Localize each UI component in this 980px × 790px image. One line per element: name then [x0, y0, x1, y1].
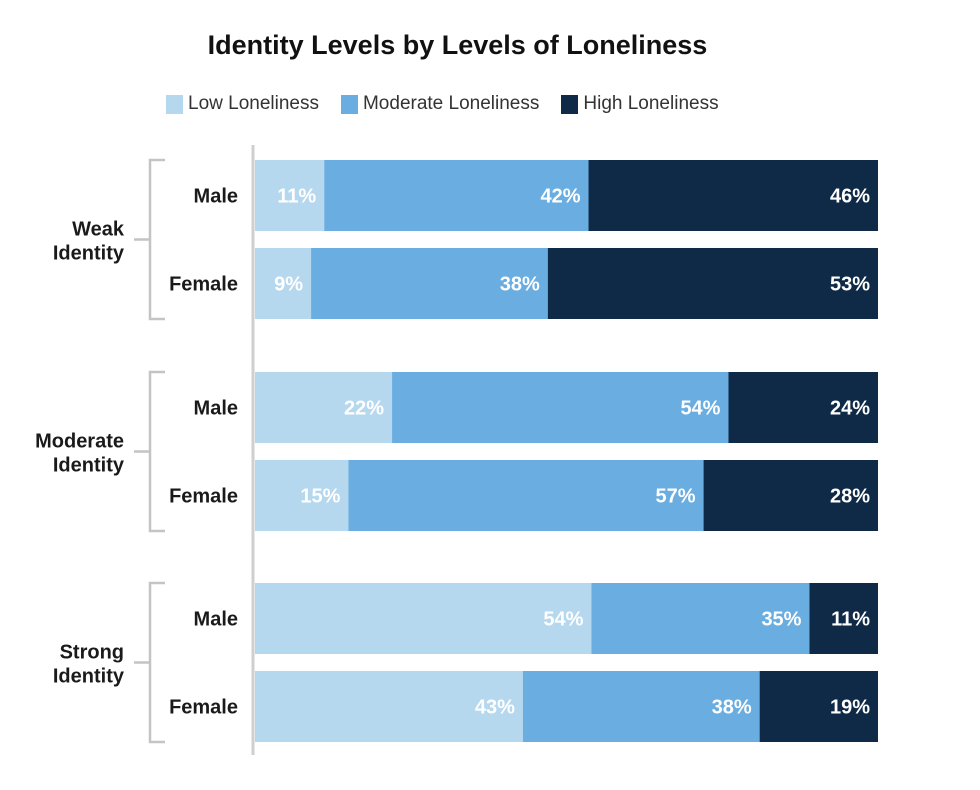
data-label-strong-identity-male-high: 11%	[831, 609, 870, 631]
bar-segment-moderate-identity-female-moderate	[348, 460, 704, 531]
legend-swatch-high	[561, 94, 579, 114]
bar-segment-strong-identity-male-moderate	[591, 583, 810, 654]
bar-segment-weak-identity-male-high	[588, 160, 878, 231]
data-label-weak-identity-female-high: 53%	[830, 274, 870, 296]
category-label-weak-identity-male: Male	[194, 186, 238, 208]
data-label-weak-identity-female-moderate: 38%	[500, 274, 540, 296]
bar-segment-moderate-identity-male-low	[255, 372, 393, 443]
chart-title: Identity Levels by Levels of Loneliness	[207, 30, 708, 60]
bar-segment-weak-identity-female-low	[255, 248, 312, 319]
data-label-moderate-identity-female-low: 15%	[300, 486, 340, 508]
legend-label-moderate: Moderate Loneliness	[362, 93, 540, 114]
bar-segment-weak-identity-female-moderate	[311, 248, 548, 319]
group-label-weak-identity: Weak Identity	[53, 219, 125, 265]
data-label-strong-identity-male-low: 54%	[543, 609, 583, 631]
category-label-strong-identity-male: Male	[194, 609, 238, 631]
bar-segment-strong-identity-male-low	[255, 583, 592, 654]
bar-segment-strong-identity-female-high	[759, 671, 878, 742]
legend-label-low: Low Loneliness	[188, 93, 319, 114]
data-label-moderate-identity-male-high: 24%	[830, 398, 870, 420]
category-label-moderate-identity-female: Female	[169, 486, 238, 508]
legend-item-moderate: Moderate Loneliness	[340, 93, 540, 115]
data-label-moderate-identity-female-moderate: 57%	[656, 486, 696, 508]
data-label-moderate-identity-male-low: 22%	[344, 398, 384, 420]
data-label-strong-identity-female-low: 43%	[475, 697, 515, 719]
bar-segment-moderate-identity-male-moderate	[392, 372, 729, 443]
category-label-strong-identity-female: Female	[169, 697, 238, 719]
legend-item-low: Low Loneliness	[166, 93, 319, 115]
group-bracket-moderate-identity	[134, 370, 165, 533]
category-label-weak-identity-female: Female	[169, 274, 238, 296]
bar-segment-strong-identity-female-low	[255, 671, 523, 742]
bar-segment-moderate-identity-female-high	[703, 460, 878, 531]
group-label-moderate-identity: Moderate Identity	[35, 431, 125, 477]
legend-label-high: High Loneliness	[583, 93, 719, 114]
data-label-strong-identity-female-moderate: 38%	[712, 697, 752, 719]
data-label-weak-identity-male-moderate: 42%	[540, 186, 580, 208]
bar-segment-weak-identity-male-moderate	[324, 160, 589, 231]
data-label-weak-identity-male-high: 46%	[830, 186, 870, 208]
legend-item-high: High Loneliness	[561, 93, 719, 115]
bar-segment-strong-identity-male-high	[809, 583, 878, 654]
category-label-moderate-identity-male: Male	[194, 398, 238, 420]
legend-swatch-moderate	[340, 94, 358, 114]
data-label-weak-identity-male-low: 11%	[277, 186, 316, 208]
bar-segment-weak-identity-female-high	[547, 248, 878, 319]
bar-segment-strong-identity-female-moderate	[522, 671, 760, 742]
data-label-moderate-identity-female-high: 28%	[830, 486, 870, 508]
group-label-strong-identity: Strong Identity	[53, 642, 125, 688]
legend-swatch-low	[166, 94, 183, 114]
group-bracket-strong-identity	[134, 581, 165, 744]
chart-legend: Low Loneliness Moderate Loneliness High …	[166, 93, 741, 115]
group-bracket-weak-identity	[134, 158, 165, 321]
data-label-moderate-identity-male-moderate: 54%	[680, 398, 720, 420]
bar-segment-moderate-identity-female-low	[255, 460, 349, 531]
data-label-strong-identity-female-high: 19%	[830, 697, 870, 719]
data-label-strong-identity-male-moderate: 35%	[761, 609, 801, 631]
bar-segment-weak-identity-male-low	[255, 160, 325, 231]
data-label-weak-identity-female-low: 9%	[274, 274, 303, 296]
bar-segment-moderate-identity-male-high	[728, 372, 878, 443]
